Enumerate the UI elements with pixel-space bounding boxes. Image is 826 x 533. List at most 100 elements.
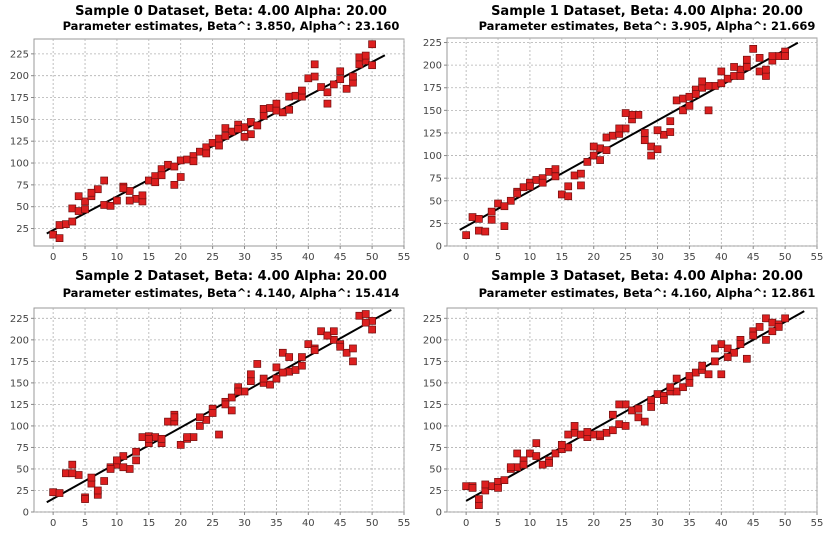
data-point [660,130,668,139]
data-point [506,463,515,472]
data-point [368,317,376,325]
data-point [762,335,770,344]
x-tick-label: 35 [270,252,283,263]
data-point [500,222,509,230]
data-point [468,484,477,492]
x-tick-label: 10 [524,252,537,263]
y-tick-label: 0 [436,242,442,253]
data-point [519,460,528,469]
x-tick-label: 5 [495,518,501,529]
data-point [564,443,573,452]
data-point [310,346,319,355]
data-point [215,430,223,439]
data-point [310,72,319,81]
data-point [304,340,313,349]
chart-subtitle: Parameter estimates, Beta^: 3.905, Alpha… [479,19,816,33]
data-point [196,422,204,430]
y-tick-label: 125 [10,400,29,411]
y-tick-label: 225 [10,49,29,60]
data-point [176,156,185,165]
y-tick-label: 100 [10,159,29,170]
y-tick-label: 150 [423,378,442,389]
data-point [685,101,694,110]
data-point [462,482,470,491]
data-point [227,127,236,136]
data-point [87,473,96,482]
x-tick-label: 55 [811,518,824,529]
x-tick-label: 25 [619,518,632,529]
data-point [781,314,789,323]
x-tick-label: 25 [206,252,219,263]
data-point [742,354,751,363]
data-point [278,108,287,117]
data-point [266,380,274,389]
data-point [329,335,338,344]
data-point [100,176,109,185]
data-point [589,142,598,151]
data-point [615,124,624,133]
data-point [125,196,134,205]
x-tick-label: 0 [50,252,56,263]
x-tick-label: 30 [651,518,664,529]
x-tick-label: 5 [82,518,88,529]
data-point [628,111,636,119]
chart-title: Sample 3 Dataset, Beta: 4.00 Alpha: 20.0… [491,269,803,284]
data-point [602,146,611,154]
x-tick-label: 40 [715,252,728,263]
x-tick-label: 5 [495,252,501,263]
data-point [349,344,357,353]
data-point [119,184,128,193]
x-tick-label: 45 [334,518,347,529]
data-point [538,460,547,469]
data-point [151,433,160,441]
y-tick-label: 175 [423,83,442,94]
data-point [723,344,732,353]
data-point [68,217,77,226]
x-tick-label: 50 [779,252,792,263]
data-point [736,340,745,349]
data-point [240,132,249,141]
data-point [500,476,509,485]
x-tick-label: 35 [683,518,696,529]
x-tick-label: 20 [174,252,187,263]
data-point [475,215,483,223]
data-point [475,495,483,503]
x-tick-label: 35 [683,252,696,263]
data-point [196,147,204,156]
data-point [355,53,364,62]
data-point [570,422,579,430]
data-point [157,171,166,180]
data-point [215,141,223,150]
data-point [634,413,643,422]
data-point [583,158,592,166]
y-tick-label: 75 [16,180,29,191]
data-point [49,488,57,497]
data-point [742,55,751,64]
x-tick-label: 15 [555,518,568,529]
data-point [723,74,732,83]
data-point [736,65,745,74]
data-point [557,190,566,199]
y-tick-label: 75 [16,443,29,454]
data-point [685,92,694,101]
data-point [164,417,172,426]
x-tick-label: 50 [779,518,792,529]
data-point [532,176,541,184]
data-point [526,182,534,191]
data-point [717,370,726,379]
data-point [221,132,230,140]
x-tick-label: 0 [50,518,56,529]
x-tick-label: 20 [174,518,187,529]
data-point [768,52,777,60]
data-point [247,118,255,126]
data-point [545,459,553,467]
data-point [519,183,528,192]
data-point [762,72,770,80]
data-point [285,353,294,361]
x-tick-label: 15 [142,518,155,529]
data-point [609,426,617,435]
chart-panel-0: Sample 0 Dataset, Beta: 4.00 Alpha: 20.0… [10,4,410,263]
data-point [487,482,496,491]
data-point [49,230,57,239]
data-point [100,477,109,485]
